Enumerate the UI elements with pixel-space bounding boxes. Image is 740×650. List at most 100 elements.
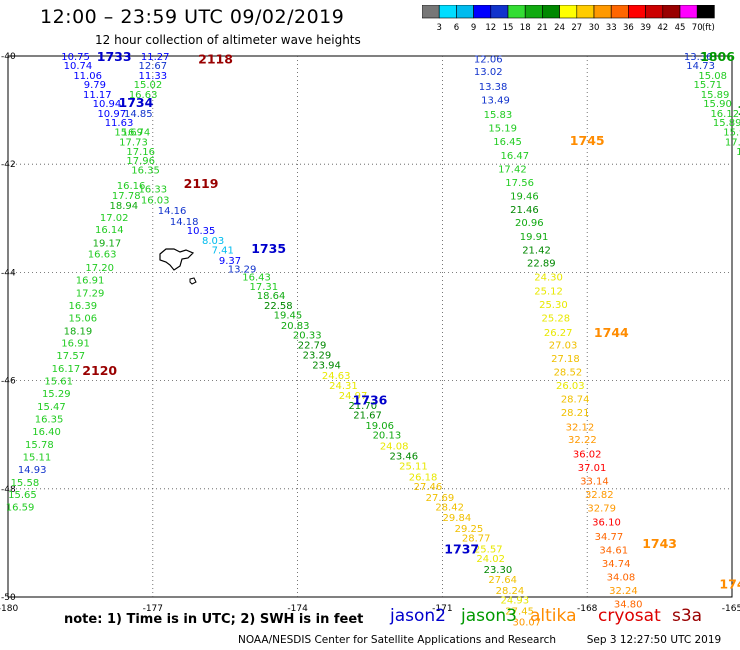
wave-height-label: 17.20 (85, 263, 114, 274)
wave-height-label: 26.18 (409, 472, 438, 483)
pass-time-label: 1734 (119, 95, 154, 110)
pass-time-label: 2118 (198, 52, 233, 67)
wave-height-label: 32.82 (585, 490, 614, 501)
scale-tick-label: 12 (485, 23, 496, 33)
scale-tick-label: 27 (571, 23, 582, 33)
wave-height-label: 17.31 (249, 282, 278, 293)
wave-height-label: 24.93 (500, 596, 529, 607)
pass-time-label: 1742 (719, 576, 740, 591)
wave-height-label: 34.74 (602, 559, 631, 570)
wave-height-label: 19.06 (365, 421, 394, 432)
wave-height-label: 27.03 (549, 340, 578, 351)
wave-height-label: 29.84 (443, 513, 472, 524)
wave-height-label: 16.17 (52, 364, 81, 375)
wave-height-label: 15.47 (37, 402, 66, 413)
wave-height-label: 24.08 (380, 442, 409, 453)
wave-height-label: 17.57 (56, 351, 85, 362)
legend-s3a: s3a (672, 606, 703, 626)
wave-height-label: 26.27 (544, 328, 573, 339)
lat-tick-label: -42 (1, 160, 16, 170)
wave-height-label: 13.02 (474, 67, 503, 78)
wave-height-label: 16.35 (131, 166, 160, 177)
wave-height-label: 17.96 (126, 156, 155, 167)
wave-height-label: 23.46 (389, 451, 418, 462)
wave-height-label: 11.63 (105, 118, 134, 129)
wave-height-label: 16.43 (242, 273, 271, 284)
wave-height-label: 16.91 (76, 275, 105, 286)
wave-height-label: 15.69 (114, 128, 143, 139)
wave-height-label: 15.65 (8, 490, 37, 501)
credit-line: NOAA/NESDIS Center for Satellite Applica… (238, 634, 721, 646)
wave-height-label: 15.78 (25, 440, 54, 451)
wave-height-label: 24.97 (339, 391, 368, 402)
wave-height-label: 11.27 (141, 52, 170, 63)
wave-height-label: 16.63 (129, 90, 158, 101)
wave-height-label: 24.02 (476, 554, 505, 565)
scale-tick-label: 70 (692, 23, 703, 33)
pass-time-label: 1806 (700, 49, 735, 64)
wave-height-label: 20.13 (373, 431, 402, 442)
scale-tick-label: 33 (606, 23, 617, 33)
wave-height-label: 16.59 (6, 503, 35, 514)
wave-height-label: 34.77 (595, 532, 624, 543)
pass-time-label: 1737 (444, 541, 479, 556)
wave-height-label: 11.33 (138, 71, 167, 82)
wave-height-label: 15.06 (68, 313, 97, 324)
wave-height-label: 17.36 (725, 137, 740, 148)
lon-tick-label: -165 (722, 604, 740, 614)
wave-height-label: 15.29 (42, 389, 71, 400)
wave-height-label: 27.18 (551, 354, 580, 365)
lat-tick-label: -48 (1, 485, 16, 495)
wave-height-label: 16.16 (117, 181, 146, 192)
wave-height-label: 16.40 (32, 427, 61, 438)
wave-height-label: 12.06 (474, 55, 503, 66)
wave-height-label: 28.77 (462, 533, 491, 544)
island-outline (189, 277, 197, 285)
scale-tick-label: 15 (503, 23, 514, 33)
wave-height-label: 13.49 (481, 95, 510, 106)
lat-tick-label: -46 (1, 377, 16, 387)
wave-height-label: 28.74 (561, 394, 590, 405)
wave-height-label: 15.58 (11, 478, 40, 489)
wave-height-label: 10.35 (187, 226, 216, 237)
wave-height-label: 21.46 (510, 205, 539, 216)
wave-height-label: 24.63 (322, 371, 351, 382)
wave-height-label: 13.29 (228, 265, 257, 276)
lon-tick-label: -171 (432, 604, 452, 614)
wave-height-label: 7.41 (212, 246, 234, 257)
lat-tick-label: -40 (1, 52, 16, 62)
legend-altika: altika (530, 606, 577, 626)
wave-height-label: 10.94 (93, 99, 122, 110)
scale-tick-label: 3 (436, 23, 441, 33)
wave-height-label: 10.75 (61, 52, 90, 63)
legend-jason3: jason3 (461, 606, 517, 626)
wave-height-label: 16.33 (138, 185, 167, 196)
wave-height-label: 32.12 (566, 423, 595, 434)
wave-height-label: 32.24 (609, 586, 638, 597)
wave-height-label: 15.71 (694, 80, 723, 91)
pass-time-label: 2120 (82, 363, 117, 378)
wave-height-label: 16.63 (88, 249, 117, 260)
wave-height-label: 30.07 (513, 617, 542, 628)
wave-height-label: 28.24 (496, 586, 525, 597)
wave-height-label: 19.17 (93, 239, 122, 250)
wave-height-label: 9.37 (219, 256, 241, 267)
wave-height-label: 20.96 (515, 218, 544, 229)
scale-tick-label: 39 (640, 23, 651, 33)
pass-time-label: 1735 (251, 241, 286, 256)
wave-height-label: 27.46 (414, 482, 443, 493)
wave-height-label: 25.30 (539, 300, 568, 311)
wave-height-label: 14.85 (124, 109, 153, 120)
wave-height-label: 15.11 (23, 452, 52, 463)
scale-tick-label: 30 (589, 23, 600, 33)
wave-height-label: 15.61 (44, 377, 73, 388)
wave-height-label: 22.58 (264, 301, 293, 312)
scale-tick-label: 9 (471, 23, 476, 33)
wave-height-label: 15.90 (703, 99, 732, 110)
wave-height-label: 21.42 (522, 246, 551, 257)
wave-height-label: 17.16 (126, 147, 155, 158)
wave-height-label: 23.29 (303, 351, 332, 362)
wave-height-label: 25.57 (474, 544, 503, 555)
wave-height-label: 24.30 (534, 273, 563, 284)
